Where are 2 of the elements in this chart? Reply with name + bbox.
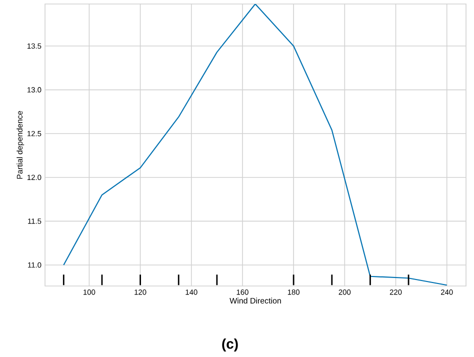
line-series (63, 4, 448, 286)
text: (c) (222, 338, 238, 352)
